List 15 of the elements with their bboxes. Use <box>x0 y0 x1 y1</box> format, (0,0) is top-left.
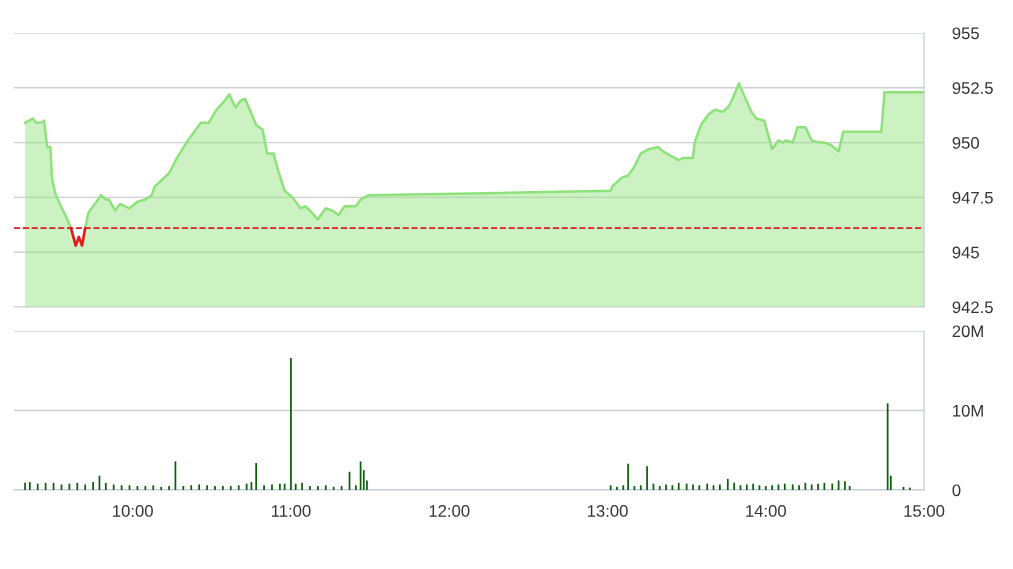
y-tick-label: 942.5 <box>952 301 993 314</box>
y-tick-label: 0 <box>952 484 961 497</box>
x-tick-label: 15:00 <box>904 505 945 517</box>
y-tick-label: 955 <box>952 27 979 40</box>
x-tick-label: 14:00 <box>746 505 786 517</box>
x-tick-label: 10:00 <box>113 505 153 517</box>
x-tick-label: 11:00 <box>271 505 311 517</box>
y-tick-label: 950 <box>952 136 979 149</box>
y-tick-label: 10M <box>953 404 983 417</box>
x-tick-label: 13:00 <box>587 505 628 517</box>
y-tick-label: 20M <box>952 325 983 338</box>
y-tick-label: 952.5 <box>952 82 993 94</box>
y-tick-label: 945 <box>952 246 979 259</box>
x-tick-label: 12:00 <box>429 505 470 517</box>
y-tick-label: 947.5 <box>952 191 993 204</box>
